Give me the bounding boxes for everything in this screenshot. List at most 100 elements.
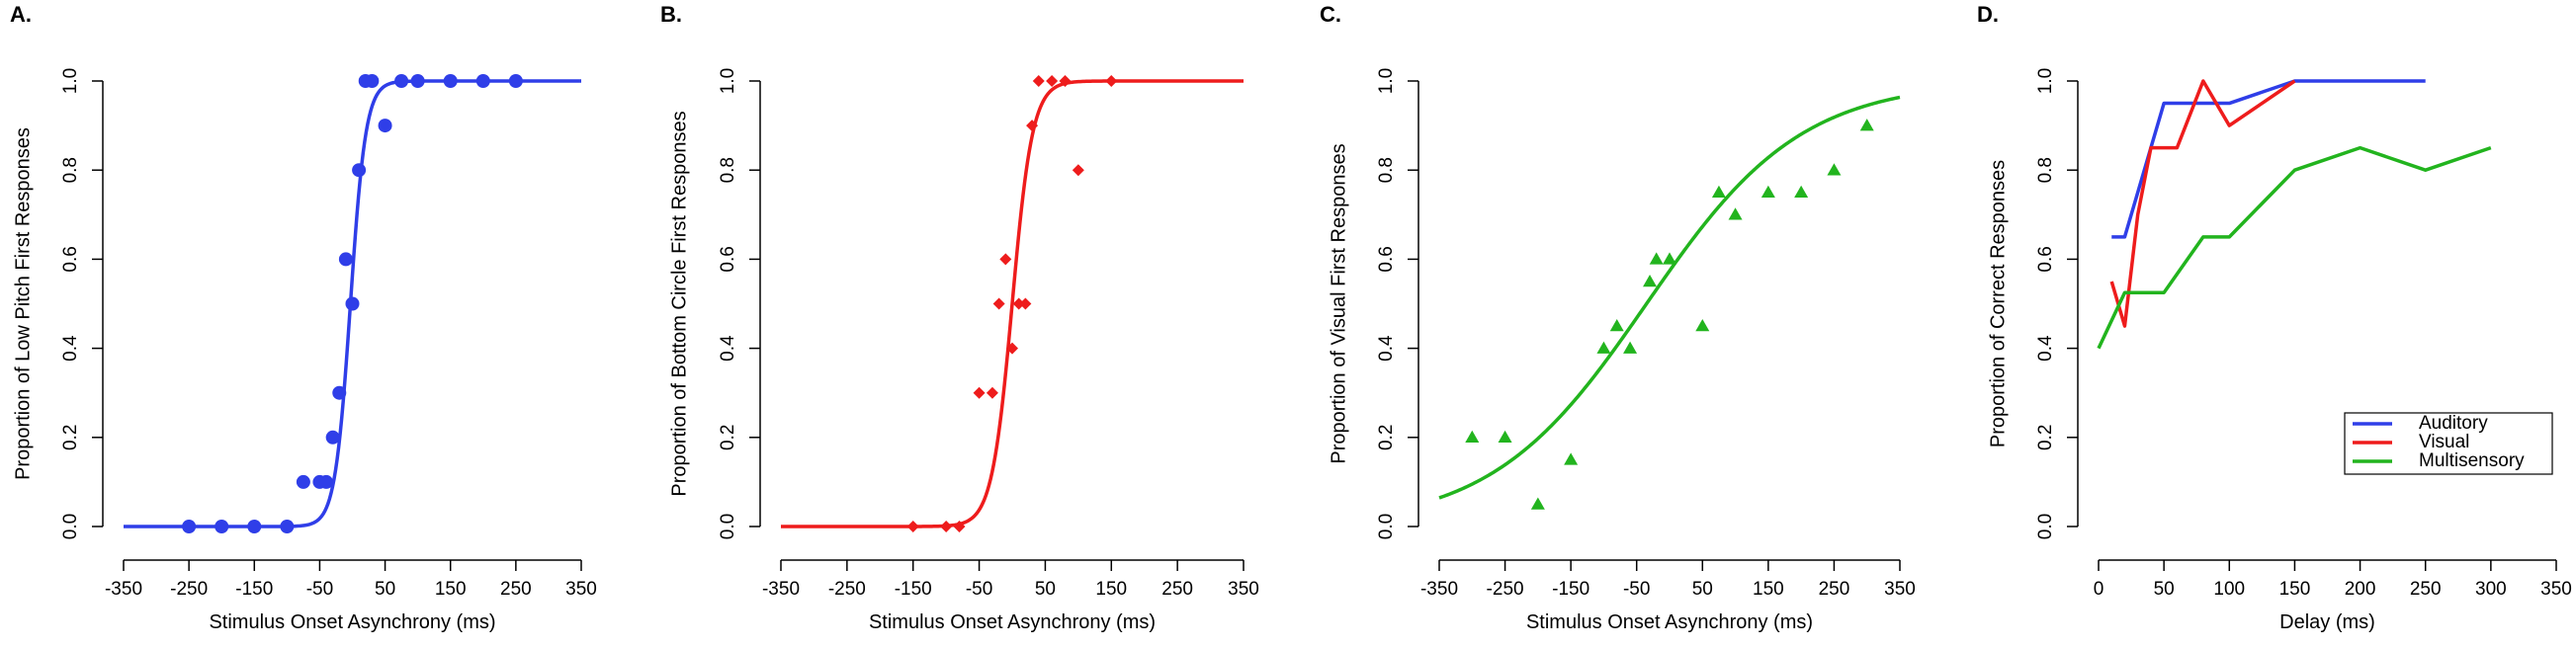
- data-point: [1019, 297, 1032, 310]
- x-tick-label: 200: [2345, 579, 2376, 600]
- x-tick-label: -350: [105, 579, 142, 600]
- y-tick-label: 0.2: [1376, 425, 1397, 450]
- y-tick-label: 0.0: [60, 514, 81, 539]
- y-tick-label: 0.4: [718, 335, 738, 362]
- data-point: [410, 74, 425, 88]
- panel-label: D.: [1977, 2, 1999, 27]
- data-point: [1105, 75, 1118, 87]
- y-tick-label: 0.6: [1376, 246, 1397, 272]
- x-tick-label: -150: [235, 579, 273, 600]
- y-axis-title: Proportion of Low Pitch First Responses: [12, 127, 34, 480]
- panel-4: D. 0.0 0.2 0.4 0.6 0.8 1.0 0 50 100 150 200 250 300 35…: [1977, 2, 2572, 633]
- data-point: [443, 74, 458, 88]
- data-point: [906, 521, 919, 532]
- data-point: [1794, 185, 1809, 198]
- data-point: [215, 520, 229, 533]
- y-tick-label: 0.6: [60, 246, 81, 272]
- y-tick-label: 0.0: [2035, 514, 2056, 539]
- data-point: [508, 74, 523, 88]
- data-point: [332, 385, 347, 400]
- data-point: [1072, 164, 1084, 177]
- x-axis-title: Stimulus Onset Asynchrony (ms): [869, 611, 1156, 633]
- panel-label: C.: [1320, 2, 1341, 27]
- y-tick-label: 0.2: [2035, 425, 2056, 450]
- y-tick-label: 0.8: [1376, 157, 1397, 183]
- series-line-visual: [2109, 79, 2296, 328]
- data-point: [1711, 185, 1726, 198]
- legend-label: Auditory: [2419, 413, 2488, 434]
- series-line-auditory: [2111, 79, 2426, 239]
- x-tick-label: 250: [500, 579, 532, 600]
- panel-label: B.: [660, 2, 682, 27]
- data-point: [1663, 252, 1676, 265]
- x-tick-label: 250: [1161, 579, 1193, 600]
- x-tick-label: -50: [306, 579, 333, 600]
- x-tick-label: 150: [1753, 579, 1784, 600]
- data-point: [319, 474, 334, 489]
- data-point: [1046, 75, 1059, 87]
- x-tick-label: -50: [1623, 579, 1650, 600]
- data-point: [1032, 75, 1045, 87]
- data-point: [378, 119, 392, 133]
- x-tick-label: 350: [1228, 579, 1259, 600]
- data-point: [182, 520, 197, 533]
- x-tick-label: 150: [435, 579, 467, 600]
- data-point: [973, 386, 986, 399]
- x-tick-label: -350: [762, 579, 800, 600]
- legend-label: Multisensory: [2419, 450, 2525, 471]
- x-tick-label: 250: [1819, 579, 1850, 600]
- data-point: [1859, 119, 1874, 131]
- data-point: [325, 430, 340, 445]
- x-tick-label: 50: [2154, 579, 2175, 600]
- y-axis-title: Proportion of Correct Responses: [1987, 160, 2009, 447]
- data-point: [1649, 252, 1664, 265]
- y-tick-label: 1.0: [718, 68, 738, 94]
- data-point: [1596, 341, 1611, 354]
- data-point: [352, 163, 367, 178]
- x-tick-label: 300: [2475, 579, 2507, 600]
- data-point: [394, 74, 409, 88]
- x-tick-label: 250: [2410, 579, 2442, 600]
- data-point: [953, 521, 966, 532]
- data-point: [1530, 497, 1545, 510]
- x-tick-label: -250: [170, 579, 208, 600]
- x-tick-label: -250: [828, 579, 866, 600]
- data-point: [1609, 319, 1624, 332]
- data-point: [940, 521, 953, 532]
- x-tick-label: -50: [966, 579, 992, 600]
- y-tick-label: 1.0: [1376, 68, 1397, 94]
- y-tick-label: 0.6: [718, 246, 738, 272]
- x-axis-title: Stimulus Onset Asynchrony (ms): [1526, 611, 1813, 633]
- x-tick-label: -250: [1487, 579, 1524, 600]
- data-point: [1827, 163, 1842, 176]
- data-point: [1623, 341, 1638, 354]
- x-tick-label: -350: [1420, 579, 1458, 600]
- y-tick-label: 0.8: [60, 157, 81, 183]
- y-tick-label: 1.0: [60, 68, 81, 94]
- y-tick-label: 0.0: [1376, 514, 1397, 539]
- x-tick-label: -150: [1552, 579, 1589, 600]
- y-tick-label: 0.8: [2035, 157, 2056, 183]
- data-point: [1012, 297, 1025, 310]
- y-tick-label: 0.2: [60, 425, 81, 450]
- data-point: [338, 252, 353, 267]
- data-point: [365, 74, 380, 88]
- x-tick-label: 50: [375, 579, 395, 600]
- panel-1: A. 0.0 0.2 0.4 0.6 0.8 1.0 -350 -250 -150 -50 50 150…: [10, 2, 597, 633]
- x-tick-label: 350: [2540, 579, 2572, 600]
- y-tick-label: 0.2: [718, 425, 738, 450]
- y-tick-label: 0.4: [60, 335, 81, 362]
- data-point: [1728, 207, 1743, 220]
- data-point: [475, 74, 490, 88]
- y-tick-label: 0.6: [2035, 246, 2056, 272]
- y-tick-label: 0.4: [1376, 335, 1397, 362]
- data-point: [992, 297, 1005, 310]
- data-point: [296, 474, 310, 489]
- data-point: [999, 253, 1012, 266]
- x-tick-label: 150: [1095, 579, 1127, 600]
- data-point: [247, 520, 262, 533]
- x-axis-title: Stimulus Onset Asynchrony (ms): [209, 611, 495, 633]
- data-point: [1026, 120, 1039, 132]
